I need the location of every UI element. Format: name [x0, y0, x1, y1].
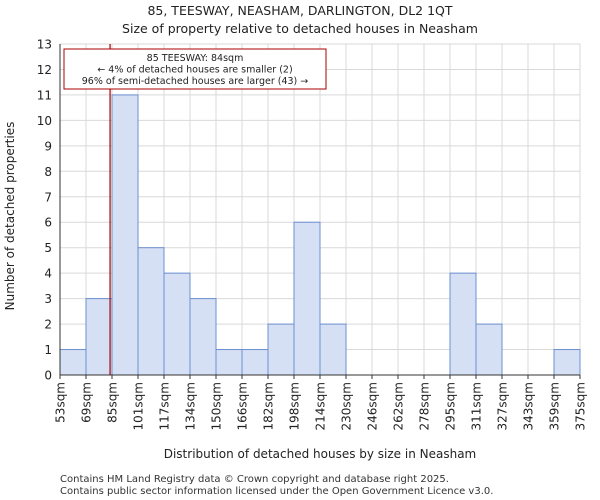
- y-tick-label: 12: [37, 63, 52, 77]
- y-tick-label: 10: [37, 114, 52, 128]
- y-tick-label: 4: [44, 267, 52, 281]
- bar-134sqm: [189, 298, 217, 376]
- x-tick-label: 311sqm: [470, 382, 484, 430]
- y-tick-label: 5: [44, 241, 52, 255]
- bar-311sqm: [475, 323, 503, 376]
- y-tick-label: 2: [44, 318, 52, 332]
- x-tick-label: 150sqm: [210, 382, 224, 430]
- bar-117sqm: [163, 272, 191, 376]
- x-tick-labels: 53sqm 69sqm 85sqm 101sqm 117sqm 134sqm 150sqm 1…: [54, 382, 588, 430]
- bar-198sqm: [293, 221, 321, 376]
- property-marker: 85 TEESWAY: 84sqm← 4% of detached houses…: [63, 44, 327, 375]
- y-axis-label: Number of detached properties: [3, 122, 17, 311]
- chart-title-line1: 85, TEESWAY, NEASHAM, DARLINGTON, DL2 1Q…: [147, 3, 452, 18]
- x-tick-label: 214sqm: [314, 382, 328, 430]
- bar-69sqm: [85, 298, 113, 376]
- bar-85sqm: [111, 94, 139, 376]
- x-tick-label: 262sqm: [392, 382, 406, 430]
- y-tick-label: 0: [44, 369, 52, 383]
- x-tick-label: 230sqm: [340, 382, 354, 430]
- y-tick-label: 8: [44, 165, 52, 179]
- y-tick-label: 6: [44, 216, 52, 230]
- footer-line1: Contains HM Land Registry data © Crown c…: [60, 474, 449, 485]
- x-tick-label: 295sqm: [444, 382, 458, 430]
- annotation-line: ← 4% of detached houses are smaller (2): [97, 65, 292, 76]
- annotation-line: 96% of semi-detached houses are larger (…: [82, 76, 309, 87]
- x-tick-label: 53sqm: [54, 382, 68, 423]
- chart-title-line2: Size of property relative to detached ho…: [122, 21, 478, 36]
- x-tick-label: 375sqm: [574, 382, 588, 430]
- x-tick-label: 278sqm: [418, 382, 432, 430]
- bar-182sqm: [267, 323, 295, 376]
- bars: [59, 94, 581, 376]
- x-tick-label: 246sqm: [366, 382, 380, 430]
- x-tick-label: 85sqm: [106, 382, 120, 423]
- annotation-box: [63, 48, 327, 90]
- axes: [59, 44, 581, 379]
- x-tick-label: 101sqm: [132, 382, 146, 430]
- x-tick-label: 69sqm: [80, 382, 94, 423]
- x-tick-label: 343sqm: [522, 382, 536, 430]
- bar-53sqm: [59, 349, 87, 376]
- x-tick-label: 198sqm: [288, 382, 302, 430]
- annotation-line: 85 TEESWAY: 84sqm: [147, 53, 244, 64]
- x-tick-label: 182sqm: [262, 382, 276, 430]
- x-tick-label: 134sqm: [184, 382, 198, 430]
- x-tick-label: 117sqm: [158, 382, 172, 430]
- y-tick-label: 3: [44, 292, 52, 306]
- y-tick-label: 11: [37, 88, 52, 102]
- bar-150sqm: [215, 349, 243, 376]
- y-tick-label: 13: [37, 38, 52, 52]
- x-tick-label: 166sqm: [236, 382, 250, 430]
- y-tick-label: 7: [44, 190, 52, 204]
- bar-166sqm: [241, 349, 269, 376]
- bar-295sqm: [449, 272, 477, 376]
- bar-101sqm: [137, 247, 165, 376]
- y-tick-label: 9: [44, 139, 52, 153]
- y-tick-label: 1: [44, 343, 52, 357]
- x-tick-label: 327sqm: [496, 382, 510, 430]
- x-tick-label: 359sqm: [548, 382, 562, 430]
- footer-line2: Contains public sector information licen…: [60, 486, 493, 497]
- x-axis-label: Distribution of detached houses by size …: [164, 447, 477, 461]
- bar-214sqm: [319, 323, 347, 376]
- bar-359sqm: [553, 349, 581, 376]
